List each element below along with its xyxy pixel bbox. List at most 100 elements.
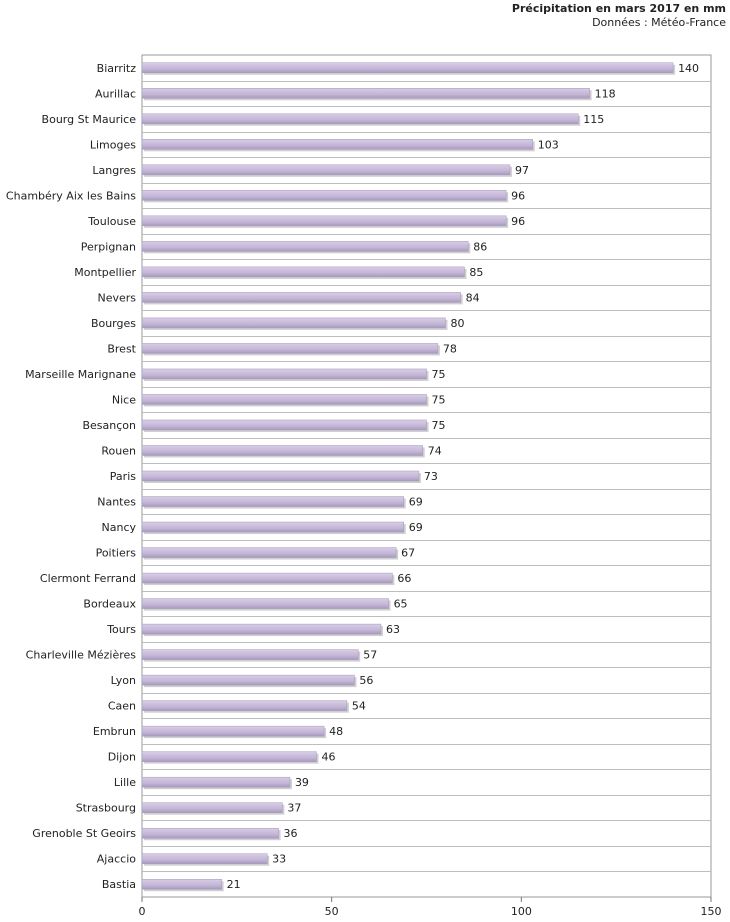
category-label: Nice — [112, 393, 136, 406]
x-tick-label: 50 — [325, 905, 339, 918]
bar — [141, 215, 507, 227]
category-label: Grenoble St Geoirs — [32, 827, 136, 840]
bar — [141, 649, 359, 660]
bar — [141, 419, 427, 431]
value-label: 36 — [284, 827, 298, 840]
value-label: 85 — [469, 266, 483, 279]
value-label: 46 — [321, 751, 335, 764]
category-label: Paris — [110, 470, 136, 483]
bar — [141, 776, 291, 788]
category-label: Tours — [106, 623, 136, 636]
bar — [141, 521, 404, 533]
x-tick-label: 100 — [511, 905, 532, 918]
category-label: Nancy — [102, 521, 137, 534]
value-label: 78 — [443, 342, 457, 355]
value-label: 96 — [511, 189, 525, 202]
category-label: Clermont Ferrand — [40, 572, 136, 585]
value-label: 75 — [432, 419, 446, 432]
value-label: 74 — [428, 444, 442, 457]
bar — [141, 113, 579, 125]
bar — [141, 674, 355, 686]
category-label: Montpellier — [74, 266, 136, 279]
bar — [141, 496, 404, 507]
category-label: Bourges — [91, 317, 136, 330]
bar — [141, 343, 439, 354]
bar — [141, 700, 348, 711]
value-label: 67 — [401, 547, 415, 560]
value-label: 56 — [359, 674, 373, 687]
category-label: Perpignan — [81, 240, 136, 253]
category-label: Lyon — [111, 674, 136, 687]
value-label: 115 — [583, 113, 604, 126]
category-label: Chambéry Aix les Bains — [6, 189, 136, 202]
category-label: Bastia — [102, 878, 136, 891]
value-label: 118 — [595, 87, 616, 100]
category-label: Ajaccio — [97, 853, 136, 866]
category-label: Bourg St Maurice — [42, 113, 137, 126]
bar — [141, 368, 427, 380]
bar — [141, 445, 423, 456]
category-label: Toulouse — [87, 215, 136, 228]
category-label: Embrun — [93, 725, 136, 738]
category-label: Charleville Mézières — [26, 649, 137, 662]
category-label: Lille — [114, 776, 136, 789]
value-label: 73 — [424, 470, 438, 483]
value-label: 80 — [450, 317, 464, 330]
category-label: Strasbourg — [76, 802, 136, 815]
chart-subtitle: Données : Météo-France — [592, 16, 726, 29]
bar — [141, 751, 317, 762]
x-tick-label: 150 — [701, 905, 722, 918]
bar — [141, 878, 222, 890]
bar — [141, 725, 325, 737]
bar — [141, 317, 446, 329]
value-label: 66 — [397, 572, 411, 585]
bar — [141, 394, 427, 405]
category-label: Caen — [108, 700, 136, 713]
category-label: Biarritz — [97, 62, 137, 75]
category-label: Dijon — [108, 751, 136, 764]
category-label: Brest — [107, 342, 136, 355]
category-label: Rouen — [101, 444, 136, 457]
value-label: 48 — [329, 725, 343, 738]
value-label: 69 — [409, 496, 423, 509]
x-tick-label: 0 — [139, 905, 146, 918]
value-label: 21 — [227, 878, 241, 891]
category-label: Limoges — [90, 138, 136, 151]
value-label: 96 — [511, 215, 525, 228]
bar — [141, 470, 420, 482]
bar — [141, 266, 465, 278]
category-label: Besançon — [82, 419, 136, 432]
bar — [141, 598, 389, 609]
value-label: 86 — [473, 240, 487, 253]
bar — [141, 139, 533, 150]
bar — [141, 164, 511, 176]
value-label: 65 — [394, 598, 408, 611]
bar — [141, 572, 393, 584]
bar — [141, 623, 382, 635]
bar — [141, 853, 268, 864]
bar — [141, 62, 674, 74]
value-label: 39 — [295, 776, 309, 789]
category-label: Langres — [92, 164, 136, 177]
value-label: 37 — [287, 802, 301, 815]
value-label: 103 — [538, 138, 559, 151]
bar — [141, 827, 279, 839]
bar — [141, 547, 397, 558]
category-label: Bordeaux — [83, 598, 136, 611]
category-label: Nantes — [97, 496, 136, 509]
chart-title: Précipitation en mars 2017 en mm — [511, 2, 726, 15]
value-label: 97 — [515, 164, 529, 177]
bar — [141, 241, 469, 252]
value-label: 75 — [432, 393, 446, 406]
value-label: 33 — [272, 853, 286, 866]
category-label: Poitiers — [96, 547, 137, 560]
bar — [141, 88, 590, 99]
bar — [141, 190, 507, 201]
value-label: 63 — [386, 623, 400, 636]
value-label: 140 — [678, 62, 699, 75]
bar — [141, 292, 461, 303]
value-label: 57 — [363, 649, 377, 662]
category-label: Nevers — [97, 291, 136, 304]
value-label: 54 — [352, 700, 366, 713]
